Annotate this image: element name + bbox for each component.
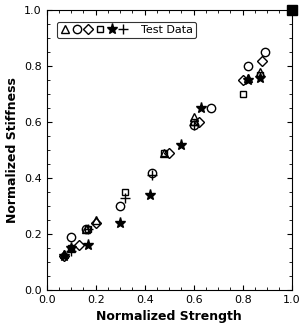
Legend: , , , , , , Test Data: , , , , , , Test Data xyxy=(57,22,196,38)
X-axis label: Normalized Strength: Normalized Strength xyxy=(96,311,242,323)
Y-axis label: Normalized Stiffness: Normalized Stiffness xyxy=(6,77,19,223)
